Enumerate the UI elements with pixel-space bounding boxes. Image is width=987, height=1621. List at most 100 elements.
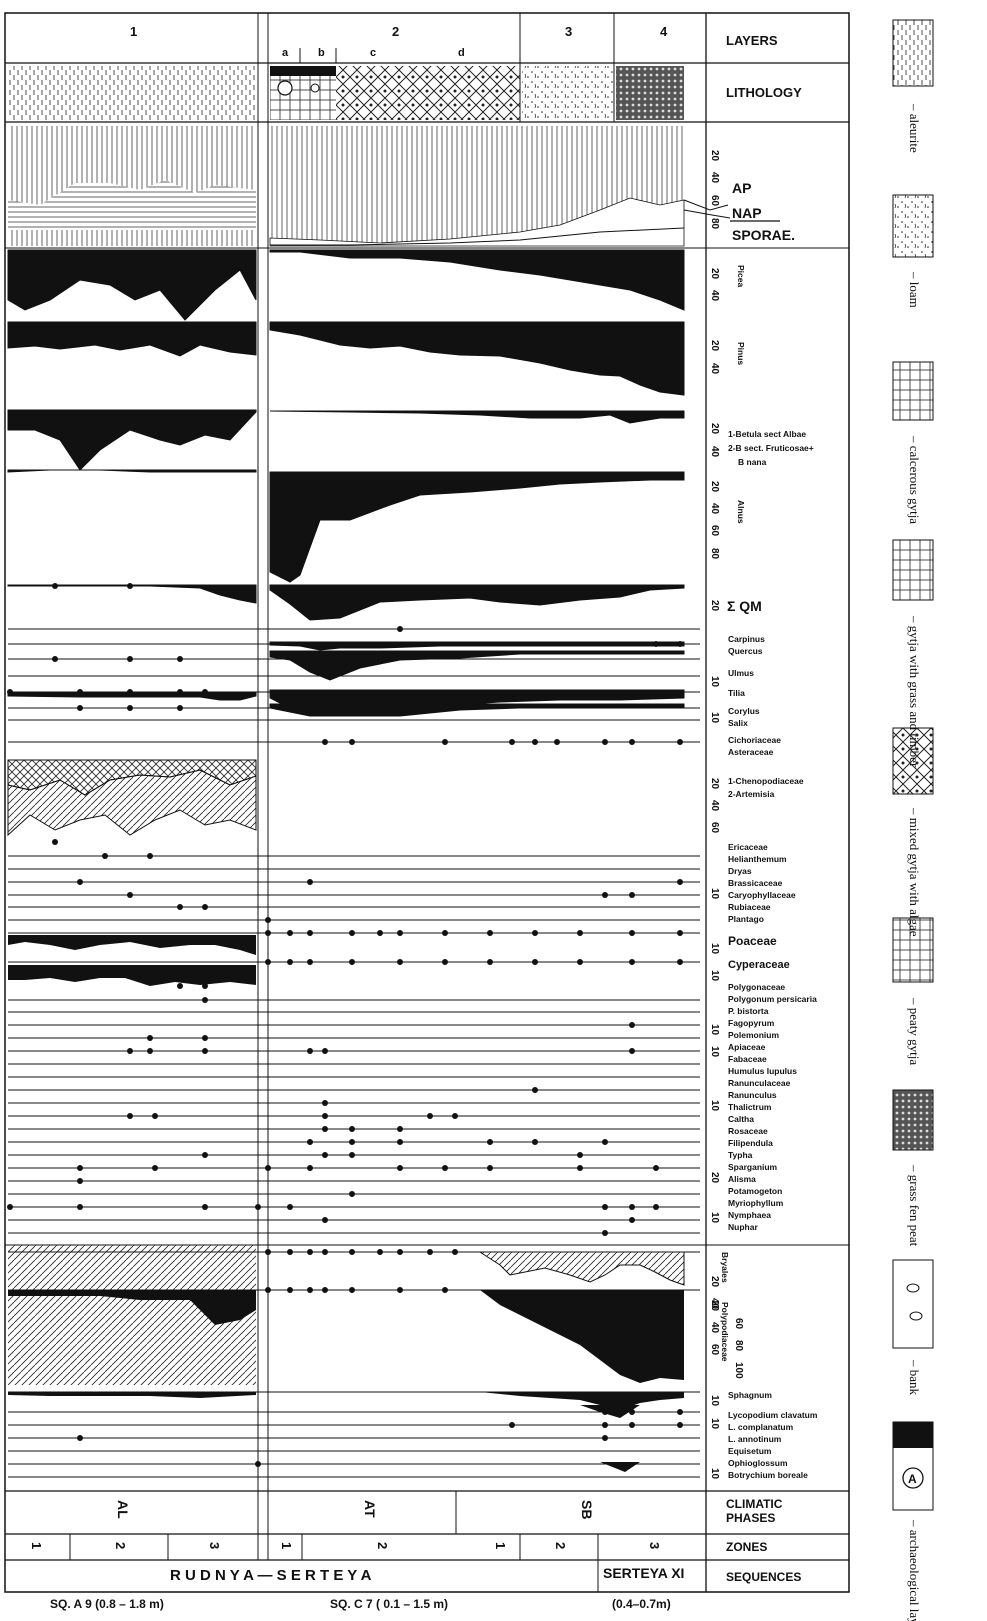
sublayer-a: a — [282, 47, 289, 59]
label-filipendula: Filipendula — [728, 1138, 773, 1148]
svg-text:40: 40 — [709, 290, 720, 302]
sublayer-d: d — [458, 47, 465, 59]
svg-text:60: 60 — [709, 822, 720, 834]
label-betula-1: 1-Betula sect Albae — [728, 429, 806, 439]
label-ericaceae: Ericaceae — [728, 842, 768, 852]
layer-label-1: 1 — [130, 24, 137, 39]
archaeological-layer-icon — [277, 80, 293, 96]
label-ulmus: Ulmus — [728, 668, 754, 678]
layer-label-4: 4 — [660, 24, 668, 39]
label-cyperaceae: Cyperaceae — [728, 959, 790, 971]
legend-label-mixed-gytja: – mixed gytja with algae — [907, 807, 922, 937]
svg-text:20: 20 — [709, 1300, 720, 1312]
label-corylus: Corylus — [728, 706, 760, 716]
ap-pointer — [683, 199, 729, 211]
svg-text:100: 100 — [733, 1362, 744, 1379]
svg-text:20: 20 — [709, 268, 720, 280]
label-betula-2: 2-B sect. Fruticosae+ — [728, 443, 814, 453]
sporae-label: SPORAE. — [732, 227, 795, 243]
label-ophioglossum: Ophioglossum — [728, 1458, 788, 1468]
svg-text:20: 20 — [709, 423, 720, 435]
zone-8: 3 — [647, 1542, 662, 1549]
svg-text:40: 40 — [709, 1322, 720, 1334]
svg-text:20: 20 — [709, 150, 720, 162]
svg-text:10: 10 — [709, 676, 720, 688]
label-carpinus: Carpinus — [728, 634, 765, 644]
sequences-row: R U D N Y A — S E R T E Y A SQ. A 9 (0.8… — [50, 1565, 801, 1611]
label-rubiaceae: Rubiaceae — [728, 902, 771, 912]
ap-label: AP — [732, 180, 751, 196]
sequence-site-2: SERTEYA XI — [603, 1565, 684, 1581]
label-nymphaea: Nymphaea — [728, 1210, 771, 1220]
label-bryales: Bryales — [720, 1252, 730, 1283]
label-lyc-annot: L. annotinum — [728, 1434, 782, 1444]
svg-text:10: 10 — [709, 1100, 720, 1112]
label-alnus: Alnus — [736, 500, 746, 524]
nap-pointer — [683, 209, 731, 219]
label-botrychium: Botrychium boreale — [728, 1470, 808, 1480]
lithology-fen-peat — [616, 66, 684, 120]
svg-text:10: 10 — [709, 1468, 720, 1480]
label-polypodiaceae: Polypodiaceae — [720, 1302, 730, 1362]
zones-label: ZONES — [726, 1540, 767, 1554]
svg-text:60: 60 — [709, 195, 720, 207]
legend-swatch-gytja-grass — [892, 539, 934, 601]
legend-label-arch: – archaeological layer — [907, 1519, 922, 1621]
label-ranunculaceae: Ranunculaceae — [728, 1078, 791, 1088]
label-betula-3: B nana — [738, 457, 767, 467]
legend-label-loam: – loam — [907, 271, 922, 308]
label-equisetum: Equisetum — [728, 1446, 772, 1456]
climatic-label-2: PHASES — [726, 1511, 775, 1525]
label-typha: Typha — [728, 1150, 753, 1160]
legend-swatch-bank — [892, 1259, 934, 1349]
svg-text:80: 80 — [709, 548, 720, 560]
svg-text:40: 40 — [709, 503, 720, 515]
sublayer-c: c — [370, 47, 376, 59]
label-potamogeton: Potamogeton — [728, 1186, 782, 1196]
nap-label: NAP — [732, 205, 762, 221]
label-chenopodiaceae: 1-Chenopodiaceae — [728, 776, 804, 786]
label-apiaceae: Apiaceae — [728, 1042, 766, 1052]
label-lyc-clav: Lycopodium clavatum — [728, 1410, 818, 1420]
svg-text:80: 80 — [709, 218, 720, 230]
legend: – aleurite – loam – calcerous gytja – gy… — [892, 19, 934, 1621]
legend-swatch-loam — [892, 194, 934, 258]
presence-dots — [7, 583, 683, 1467]
svg-text:10: 10 — [709, 1046, 720, 1058]
label-brassicaceae: Brassicaceae — [728, 878, 783, 888]
label-humulus: Humulus lupulus — [728, 1066, 797, 1076]
svg-text:10: 10 — [709, 1024, 720, 1036]
label-lyc-compl: L. complanatum — [728, 1422, 794, 1432]
svg-text:80: 80 — [733, 1340, 744, 1352]
climatic-label-1: CLIMATIC — [726, 1497, 783, 1511]
label-quercus: Quercus — [728, 646, 763, 656]
zone-2: 2 — [113, 1542, 128, 1549]
phase-sb: SB — [579, 1500, 595, 1519]
svg-text:20: 20 — [709, 1172, 720, 1184]
taxa-labels: Picea Pinus 1-Betula sect Albae 2-B sect… — [720, 265, 818, 1480]
layer-label-3: 3 — [565, 24, 572, 39]
label-caltha: Caltha — [728, 1114, 754, 1124]
svg-text:40: 40 — [709, 1298, 720, 1310]
label-thalictrum: Thalictrum — [728, 1102, 772, 1112]
svg-text:40: 40 — [709, 363, 720, 375]
svg-text:60: 60 — [709, 525, 720, 537]
label-salix: Salix — [728, 718, 748, 728]
legend-label-fen-peat: – grass fen peat — [907, 1164, 922, 1247]
svg-text:40: 40 — [709, 446, 720, 458]
sequence-sample-s: (0.4–0.7m) — [612, 1597, 671, 1611]
label-fabaceae: Fabaceae — [728, 1054, 767, 1064]
label-picea: Picea — [736, 265, 746, 287]
phase-al: AL — [115, 1500, 131, 1519]
layer-label-2: 2 — [392, 24, 399, 39]
label-helianthemum: Helianthemum — [728, 854, 787, 864]
lithology-mixed-gytja — [336, 66, 520, 120]
svg-text:20: 20 — [709, 1276, 720, 1288]
legend-label-bank: – bank — [907, 1359, 922, 1396]
label-sphagnum: Sphagnum — [728, 1390, 772, 1400]
label-qm: Σ QM — [727, 598, 762, 614]
zone-4: 1 — [279, 1542, 294, 1549]
label-myriophyllum: Myriophyllum — [728, 1198, 784, 1208]
label-polygonaceae: Polygonaceae — [728, 982, 785, 992]
